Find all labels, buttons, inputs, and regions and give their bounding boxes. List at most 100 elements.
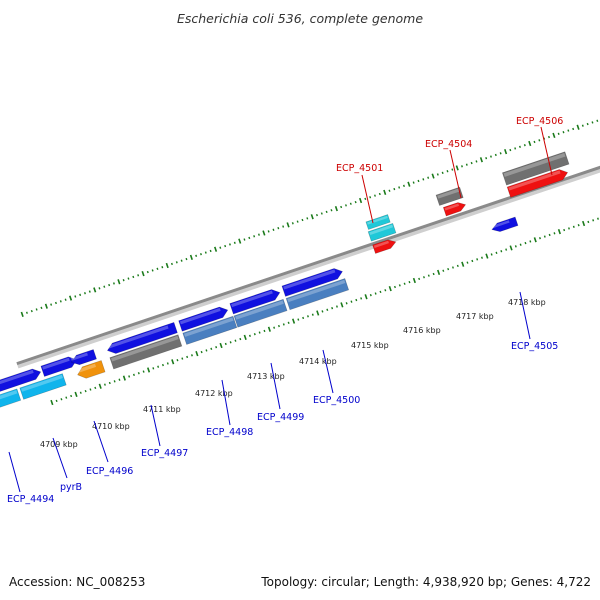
- outer-ruler-tick: [151, 269, 154, 272]
- outer-ruler-tick: [509, 148, 512, 152]
- label-ecp-4506[interactable]: ECP_4506: [516, 116, 563, 127]
- inner-ruler-tick: [543, 235, 546, 238]
- outer-ruler-tick: [127, 277, 130, 280]
- label-ecp-4505[interactable]: ECP_4505: [511, 341, 558, 352]
- outer-ruler-tick: [446, 170, 449, 173]
- label-pyrb[interactable]: pyrB: [60, 482, 82, 493]
- leader-pyrb: [52, 437, 68, 479]
- gene-ecp-4494-a[interactable]: [0, 367, 43, 394]
- gene-pyrb-b-highlight: [21, 374, 63, 392]
- scale-label-4712: 4712 kbp: [195, 389, 233, 398]
- inner-ruler-tick: [557, 229, 561, 235]
- gene-ecp-4496[interactable]: [76, 360, 106, 381]
- gene-ecp-4506[interactable]: [506, 167, 569, 198]
- gene-ecp-4497[interactable]: [109, 334, 183, 370]
- gene-ecp-4504[interactable]: [442, 200, 467, 217]
- gene-ecp-4501-cap[interactable]: [365, 214, 391, 230]
- inner-ruler-tick: [60, 398, 63, 401]
- inner-ruler-tick: [113, 380, 116, 383]
- gene-ecp-4499-top[interactable]: [229, 287, 282, 315]
- inner-ruler-tick: [563, 228, 566, 232]
- outer-ruler-tick: [50, 303, 53, 306]
- gene-pyrb-b[interactable]: [19, 373, 67, 400]
- inner-ruler-tick: [427, 274, 430, 277]
- label-ecp-4500[interactable]: ECP_4500: [313, 395, 360, 406]
- gene-ecp-4496-small[interactable]: [70, 349, 97, 366]
- outer-ruler-tick: [344, 204, 347, 207]
- inner-ruler-tick: [461, 261, 465, 267]
- gene-ecp-4500-top-highlight: [283, 269, 336, 290]
- outer-ruler-tick: [562, 131, 565, 134]
- gene-ecp-4501[interactable]: [372, 238, 398, 254]
- gene-ecp-4497-top[interactable]: [106, 321, 178, 355]
- outer-ruler-tick: [165, 262, 169, 269]
- gene-ecp-4499-top-highlight: [231, 290, 273, 308]
- bottom-gene-labels: ECP_4494 pyrB ECP_4496 ECP_4497 ECP_4498…: [7, 291, 558, 505]
- gene-features: [0, 151, 570, 408]
- outer-ruler-tick: [533, 140, 536, 144]
- inner-ruler-tick: [166, 362, 169, 365]
- outer-ruler-tick: [253, 235, 256, 238]
- outer-ruler-tick: [581, 124, 584, 127]
- inner-ruler-tick: [210, 347, 213, 350]
- leader-ecp-4506: [540, 126, 553, 176]
- outer-ruler-tick: [306, 217, 309, 220]
- outer-ruler-tick: [238, 238, 242, 244]
- outer-ruler-tick: [576, 124, 580, 130]
- leader-ecp-4496: [93, 420, 109, 463]
- label-ecp-4504[interactable]: ECP_4504: [425, 139, 472, 150]
- inner-ruler-tick: [442, 269, 445, 272]
- inner-ruler-tick: [195, 351, 199, 357]
- label-ecp-4494[interactable]: ECP_4494: [7, 494, 54, 505]
- gene-ecp-4501-top[interactable]: [367, 223, 397, 242]
- leader-ecp-4498: [221, 379, 231, 426]
- inner-ruler-tick: [364, 294, 368, 300]
- outer-ruler-tick: [214, 246, 218, 252]
- inner-ruler-tick: [273, 326, 276, 329]
- inner-ruler-tick: [418, 277, 421, 281]
- outer-ruler-tick: [195, 254, 198, 257]
- inner-ruler-tick: [94, 386, 97, 390]
- gene-ecp-4505[interactable]: [490, 216, 519, 234]
- label-ecp-4497[interactable]: ECP_4497: [141, 448, 188, 459]
- outer-ruler-tick: [161, 266, 164, 269]
- inner-ruler-tick: [553, 232, 556, 235]
- inner-ruler-tick: [152, 367, 155, 370]
- genome-track: [0, 75, 600, 408]
- outer-ruler-tick: [470, 161, 473, 165]
- outer-ruler-tick: [359, 197, 363, 204]
- inner-ruler-tick: [142, 370, 145, 373]
- outer-ruler-tick: [334, 205, 338, 212]
- outer-ruler-tick: [185, 257, 188, 261]
- gene-ecp-4498-top[interactable]: [178, 305, 230, 332]
- outer-ruler-tick: [475, 160, 478, 163]
- inner-ruler-tick: [157, 365, 160, 368]
- outer-ruler-tick: [412, 181, 415, 184]
- gene-ecp-4504-highlight: [444, 203, 460, 211]
- label-ecp-4498[interactable]: ECP_4498: [206, 427, 253, 438]
- outer-scale-ruler: [20, 119, 599, 317]
- gene-ecp-4499[interactable]: [233, 298, 288, 328]
- outer-ruler-tick: [548, 135, 550, 139]
- gene-ecp-4500[interactable]: [285, 278, 350, 311]
- gene-ecp-4504-top[interactable]: [435, 186, 464, 206]
- label-ecp-4496[interactable]: ECP_4496: [86, 466, 133, 477]
- gene-pyrb-a[interactable]: [0, 388, 22, 408]
- gene-ecp-4506-top[interactable]: [501, 151, 570, 186]
- scale-labels: 4709 kbp 4710 kbp 4711 kbp 4712 kbp 4713…: [40, 298, 546, 449]
- leader-ecp-4497: [150, 404, 161, 447]
- outer-ruler-tick: [388, 189, 391, 192]
- gene-ecp-4500-top[interactable]: [281, 266, 344, 297]
- inner-ruler-tick: [403, 282, 406, 285]
- gene-ecp-4494-b[interactable]: [40, 355, 79, 377]
- gene-ecp-4498[interactable]: [182, 315, 238, 345]
- gene-ecp-4497-top-highlight: [106, 325, 169, 349]
- label-ecp-4499[interactable]: ECP_4499: [257, 412, 304, 423]
- gene-ecp-4506-highlight: [508, 170, 561, 191]
- label-ecp-4501[interactable]: ECP_4501: [336, 163, 383, 174]
- outer-ruler-tick: [248, 236, 251, 240]
- inner-ruler-tick: [374, 292, 377, 295]
- outer-ruler-tick: [461, 165, 463, 168]
- inner-ruler-tick: [84, 389, 87, 393]
- outer-ruler-tick: [431, 173, 435, 179]
